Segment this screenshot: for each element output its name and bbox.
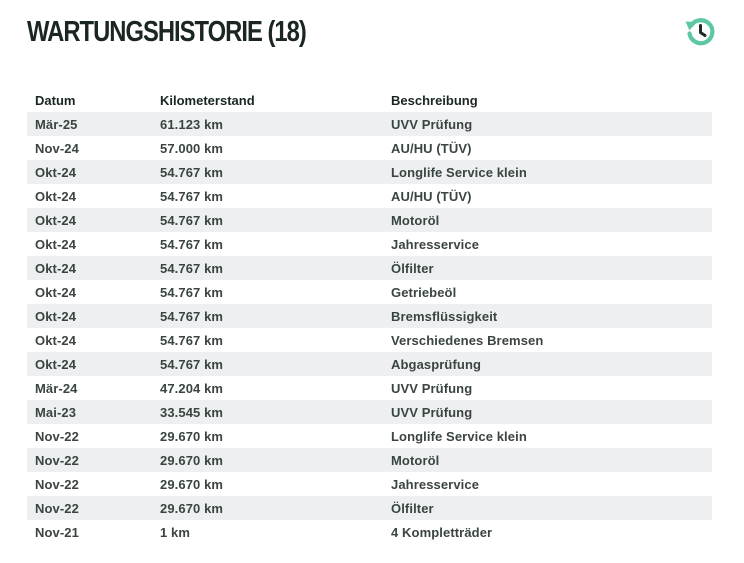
cell-mileage: 54.767 km xyxy=(152,160,383,184)
cell-date: Mär-24 xyxy=(27,376,152,400)
cell-mileage: 57.000 km xyxy=(152,136,383,160)
table-row: Mär-24 47.204 km UVV Prüfung xyxy=(27,376,712,400)
page-header: WARTUNGSHISTORIE (18) xyxy=(27,14,717,58)
table-row: Okt-24 54.767 km Abgasprüfung xyxy=(27,352,712,376)
cell-description: UVV Prüfung xyxy=(383,376,712,400)
cell-date: Okt-24 xyxy=(27,256,152,280)
table-row: Okt-24 54.767 km Longlife Service klein xyxy=(27,160,712,184)
table-row: Nov-24 57.000 km AU/HU (TÜV) xyxy=(27,136,712,160)
cell-mileage: 61.123 km xyxy=(152,112,383,136)
cell-mileage: 54.767 km xyxy=(152,208,383,232)
cell-date: Okt-24 xyxy=(27,304,152,328)
cell-description: Motoröl xyxy=(383,208,712,232)
column-header-description: Beschreibung xyxy=(391,92,478,108)
cell-mileage: 54.767 km xyxy=(152,352,383,376)
cell-description: Jahresservice xyxy=(383,472,712,496)
cell-mileage: 54.767 km xyxy=(152,304,383,328)
table-row: Mai-23 33.545 km UVV Prüfung xyxy=(27,400,712,424)
cell-date: Okt-24 xyxy=(27,232,152,256)
cell-mileage: 29.670 km xyxy=(152,448,383,472)
cell-description: Motoröl xyxy=(383,448,712,472)
cell-mileage: 54.767 km xyxy=(152,280,383,304)
page-title: WARTUNGSHISTORIE (18) xyxy=(27,16,307,48)
table-row: Okt-24 54.767 km Verschiedenes Bremsen xyxy=(27,328,712,352)
cell-description: UVV Prüfung xyxy=(383,112,712,136)
cell-description: Ölfilter xyxy=(383,256,712,280)
cell-date: Okt-24 xyxy=(27,280,152,304)
table-row: Nov-22 29.670 km Longlife Service klein xyxy=(27,424,712,448)
cell-description: AU/HU (TÜV) xyxy=(383,136,712,160)
table-row: Okt-24 54.767 km Getriebeöl xyxy=(27,280,712,304)
maintenance-history-table: Datum Kilometerstand Beschreibung Mär-25… xyxy=(27,88,712,544)
cell-mileage: 54.767 km xyxy=(152,328,383,352)
column-header-date: Datum xyxy=(35,92,76,108)
cell-date: Okt-24 xyxy=(27,184,152,208)
cell-date: Okt-24 xyxy=(27,328,152,352)
cell-mileage: 47.204 km xyxy=(152,376,383,400)
cell-date: Nov-22 xyxy=(27,424,152,448)
cell-description: 4 Kompletträder xyxy=(383,520,712,544)
cell-date: Nov-22 xyxy=(27,448,152,472)
column-header-mileage: Kilometerstand xyxy=(160,92,255,108)
table-row: Mär-25 61.123 km UVV Prüfung xyxy=(27,112,712,136)
history-button[interactable] xyxy=(683,14,717,48)
cell-description: Jahresservice xyxy=(383,232,712,256)
table-header-row: Datum Kilometerstand Beschreibung xyxy=(27,88,712,112)
table-row: Okt-24 54.767 km Motoröl xyxy=(27,208,712,232)
cell-mileage: 29.670 km xyxy=(152,496,383,520)
cell-description: Ölfilter xyxy=(383,496,712,520)
cell-description: UVV Prüfung xyxy=(383,400,712,424)
cell-date: Nov-22 xyxy=(27,472,152,496)
cell-description: Bremsflüssigkeit xyxy=(383,304,712,328)
cell-description: Abgasprüfung xyxy=(383,352,712,376)
cell-date: Nov-24 xyxy=(27,136,152,160)
cell-description: Getriebeöl xyxy=(383,280,712,304)
cell-date: Nov-22 xyxy=(27,496,152,520)
table-row: Nov-22 29.670 km Ölfilter xyxy=(27,496,712,520)
history-icon xyxy=(685,18,715,46)
cell-date: Okt-24 xyxy=(27,208,152,232)
table-row: Nov-22 29.670 km Motoröl xyxy=(27,448,712,472)
cell-date: Nov-21 xyxy=(27,520,152,544)
cell-mileage: 54.767 km xyxy=(152,184,383,208)
table-row: Nov-22 29.670 km Jahresservice xyxy=(27,472,712,496)
cell-mileage: 29.670 km xyxy=(152,472,383,496)
cell-date: Okt-24 xyxy=(27,352,152,376)
table-row: Nov-21 1 km 4 Kompletträder xyxy=(27,520,712,544)
cell-description: Verschiedenes Bremsen xyxy=(383,328,712,352)
cell-description: Longlife Service klein xyxy=(383,424,712,448)
cell-date: Mär-25 xyxy=(27,112,152,136)
table-row: Okt-24 54.767 km Ölfilter xyxy=(27,256,712,280)
cell-description: Longlife Service klein xyxy=(383,160,712,184)
cell-mileage: 54.767 km xyxy=(152,232,383,256)
cell-date: Mai-23 xyxy=(27,400,152,424)
cell-mileage: 1 km xyxy=(152,520,383,544)
cell-description: AU/HU (TÜV) xyxy=(383,184,712,208)
cell-date: Okt-24 xyxy=(27,160,152,184)
cell-mileage: 33.545 km xyxy=(152,400,383,424)
cell-mileage: 29.670 km xyxy=(152,424,383,448)
table-row: Okt-24 54.767 km AU/HU (TÜV) xyxy=(27,184,712,208)
table-row: Okt-24 54.767 km Bremsflüssigkeit xyxy=(27,304,712,328)
cell-mileage: 54.767 km xyxy=(152,256,383,280)
table-row: Okt-24 54.767 km Jahresservice xyxy=(27,232,712,256)
